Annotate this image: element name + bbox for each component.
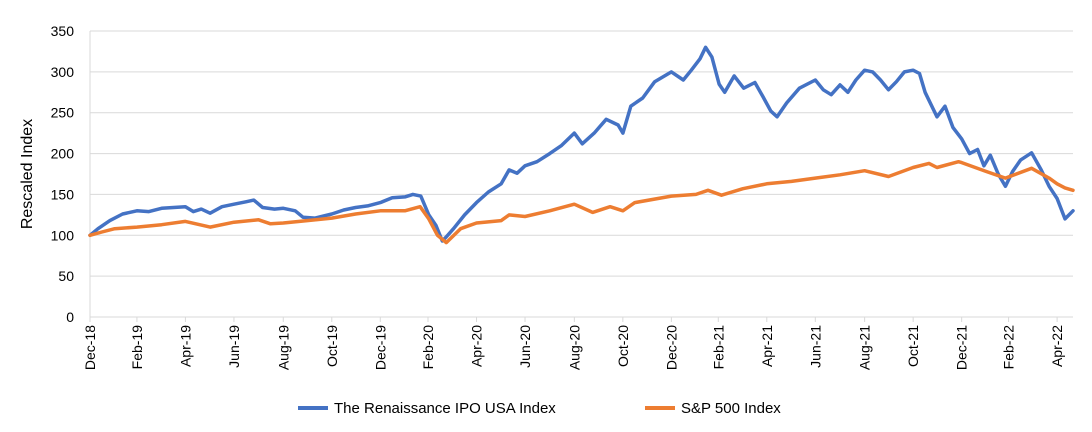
legend: The Renaissance IPO USA Index S&P 500 Ind…: [298, 400, 781, 417]
y-tick-label: 100: [51, 227, 75, 243]
y-tick-label: 0: [66, 309, 74, 325]
series-line-sp500: [88, 159, 1075, 245]
x-tick-label: Aug-20: [566, 325, 582, 370]
gridlines: [90, 30, 1073, 318]
series-line-renaissance-ipo: [88, 45, 1075, 243]
x-tick-label: Feb-22: [1001, 325, 1017, 370]
y-axis-title: Rescaled Index: [19, 119, 36, 229]
x-tick-label: Feb-21: [710, 325, 726, 370]
y-tick-label: 50: [58, 268, 74, 284]
y-tick-label: 200: [51, 146, 75, 162]
x-tick-label: Dec-20: [663, 325, 679, 370]
x-tick-label: Aug-19: [275, 325, 291, 370]
x-tick-label: Apr-20: [469, 325, 485, 367]
axes: 0 50 100 150 200 250 300 350 Dec-18 Feb-19 Apr-19 J…: [19, 23, 1065, 370]
x-tick-label: Oct-21: [905, 325, 921, 367]
y-tick-label: 350: [51, 23, 75, 39]
x-tick-label: Apr-22: [1049, 325, 1065, 367]
x-tick-label: Feb-20: [420, 325, 436, 370]
x-tick-label: Jun-21: [807, 325, 823, 368]
x-tick-label: Apr-21: [759, 325, 775, 367]
x-tick-label: Oct-19: [324, 325, 340, 367]
x-tick-label: Aug-21: [857, 325, 873, 370]
x-tick-label: Feb-19: [129, 325, 145, 370]
legend-label: S&P 500 Index: [681, 400, 781, 417]
y-tick-label: 150: [51, 186, 75, 202]
x-tick-label: Dec-19: [372, 325, 388, 370]
x-tick-label: Oct-20: [615, 325, 631, 367]
x-tick-label: Dec-21: [954, 325, 970, 370]
y-tick-label: 250: [51, 105, 75, 121]
x-tick-label: Dec-18: [82, 325, 98, 370]
x-tick-label: Jun-20: [517, 325, 533, 368]
series-lines: [88, 45, 1075, 245]
y-tick-label: 300: [51, 64, 75, 80]
legend-label: The Renaissance IPO USA Index: [334, 400, 556, 417]
x-tick-label: Jun-19: [226, 325, 242, 368]
x-tick-label: Apr-19: [177, 325, 193, 367]
